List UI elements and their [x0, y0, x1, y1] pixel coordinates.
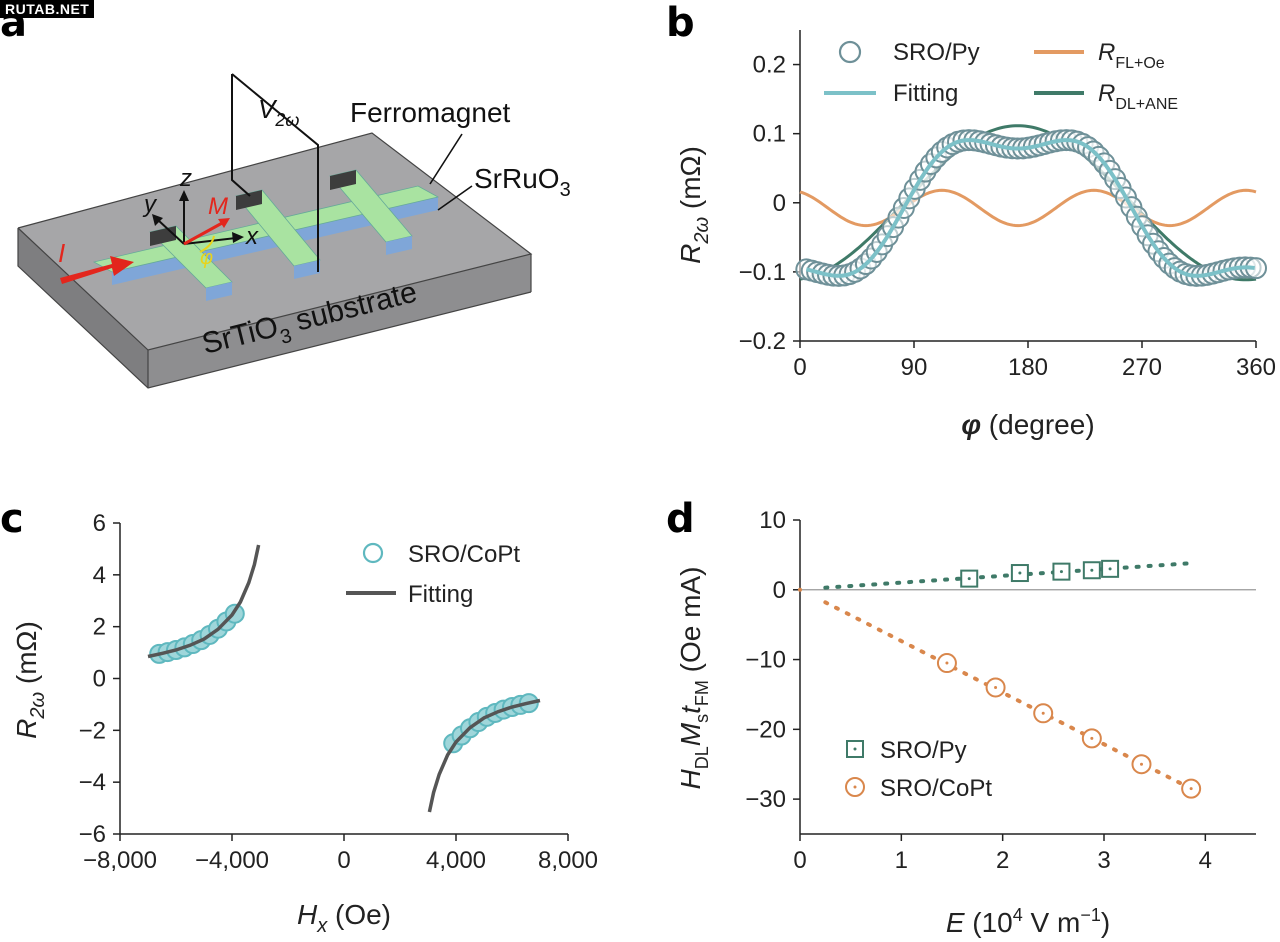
- legend-fitting-c: Fitting: [408, 581, 473, 608]
- panel-d-x-tick-label: 4: [1199, 847, 1212, 874]
- data-point-center: [1108, 567, 1112, 571]
- panel-b-y-tick-label: 0.2: [753, 52, 786, 79]
- data-point-center: [994, 685, 998, 689]
- panel-d-x-tick-label: 0: [793, 847, 806, 874]
- panel-d-chart: d 0 1 2 3 4 −30 −20 −10 0 10 HDLMstFM (Oe mA) E (…: [666, 496, 1256, 938]
- series-line-r-dl-ane: [799, 124, 1257, 282]
- panel-letter-b: b: [666, 0, 695, 46]
- panel-c-y-tick-label: 2: [93, 614, 106, 641]
- label-v2w: V2ω: [258, 94, 299, 130]
- panel-d-y-tick-label: −10: [745, 647, 786, 674]
- fit-line-sro-copt: [823, 600, 1194, 791]
- panel-b-y-tick-label: 0.1: [753, 121, 786, 148]
- data-point-center: [1018, 571, 1022, 575]
- panel-d-x-tick-label: 2: [996, 847, 1009, 874]
- data-point-center: [1059, 570, 1063, 574]
- legend-sro-copt-c: SRO/CoPt: [408, 541, 520, 568]
- substrate-front-face: [148, 254, 531, 388]
- panel-d-xlabel: E (104 V m−1): [946, 905, 1110, 938]
- panel-c-y-tick-label: 6: [93, 510, 106, 537]
- panel-b-x-tick-label: 360: [1236, 354, 1276, 381]
- panel-b-x-tick-label: 180: [1008, 354, 1048, 381]
- panel-c-x-tick-label: 4,000: [426, 847, 486, 874]
- watermark: RUTAB.NET: [0, 0, 95, 18]
- panel-letter-d: d: [666, 496, 695, 542]
- data-point-center: [1090, 736, 1094, 740]
- panel-c-x-tick-label: −4,000: [195, 847, 269, 874]
- data-point-center: [945, 661, 949, 665]
- substrate-left-face: [18, 228, 148, 388]
- fit-line-sro-py: [823, 561, 1193, 590]
- data-point-center: [1090, 568, 1094, 572]
- panel-c-y-tick-label: −6: [79, 821, 106, 848]
- panel-c-x-tick-label: 8,000: [538, 847, 598, 874]
- label-axis-x: x: [245, 223, 259, 250]
- legend-r-fl: RFL+Oe: [1098, 39, 1165, 72]
- legend-r-dl: RDL+ANE: [1098, 80, 1178, 113]
- data-point-center: [967, 577, 971, 581]
- panel-d-x-tick-label: 3: [1097, 847, 1110, 874]
- panel-b-y-tick-label: −0.1: [739, 259, 786, 286]
- panel-d-y-tick-label: −30: [745, 786, 786, 813]
- label-axis-z: z: [179, 165, 192, 192]
- series-line-r-fl-oe: [799, 188, 1257, 228]
- current-arrow-icon: [60, 256, 134, 284]
- panel-b-ylabel: R2ω (mΩ): [675, 146, 713, 264]
- label-axis-y: y: [142, 191, 158, 218]
- panel-c-ylabel: R2ω (mΩ): [11, 621, 49, 739]
- label-ferromagnet: Ferromagnet: [350, 97, 511, 128]
- panel-b-x-tick-label: 270: [1122, 354, 1162, 381]
- fitting-curve: [427, 698, 541, 813]
- panel-b-x-tick-label: 0: [793, 354, 806, 381]
- legend-sro-py: SRO/Py: [893, 39, 980, 66]
- panel-c-y-tick-label: 4: [93, 562, 106, 589]
- panel-c-y-tick-label: 0: [93, 666, 106, 693]
- data-point-center: [1139, 762, 1143, 766]
- panel-b-x-tick-label: 90: [901, 354, 928, 381]
- panel-b-xlabel: φ (degree): [961, 409, 1094, 440]
- panel-a-schematic: a V2ω Ferromagnet S: [0, 0, 571, 389]
- panel-b-chart: b 0 90 180 270 360 −0.2 −0.1 0 0.1 0.2 R2ω (mΩ) φ…: [666, 0, 1276, 440]
- panel-b-y-tick-label: 0: [773, 190, 786, 217]
- label-current: I: [58, 238, 65, 268]
- panel-b-legend: SRO/Py Fitting RFL+Oe RDL+ANE: [824, 39, 1178, 113]
- panel-c-xlabel: Hx (Oe): [297, 899, 391, 937]
- origin-point: [798, 587, 802, 592]
- label-angle: φ: [200, 247, 213, 269]
- fitting-curve: [147, 544, 261, 659]
- panel-b-y-tick-label: −0.2: [739, 328, 786, 355]
- data-point-center: [1041, 711, 1045, 715]
- panel-c-legend: SRO/CoPt Fitting: [346, 541, 520, 608]
- panel-d-x-tick-label: 1: [895, 847, 908, 874]
- panel-c-y-tick-label: −2: [79, 717, 106, 744]
- label-srruo3: SrRuO3: [474, 163, 571, 201]
- legend-fitting: Fitting: [893, 80, 958, 107]
- label-magnetization: M: [208, 193, 228, 220]
- legend-sro-py-d: SRO/Py: [880, 737, 967, 764]
- panel-letter-c: c: [0, 496, 24, 542]
- series-line-fitting: [805, 138, 1255, 278]
- panel-c-x-tick-label: 0: [337, 847, 350, 874]
- panel-d-y-tick-label: 0: [773, 577, 786, 604]
- panel-d-y-tick-label: 10: [759, 507, 786, 534]
- axes-icon: [152, 190, 244, 245]
- panel-c-chart: c −8,000 −4,000 0 4,000 8,000 −6 −4 −2 0 2 4 6 R2ω …: [0, 496, 598, 937]
- panel-d-ylabel: HDLMstFM (Oe mA): [675, 567, 712, 790]
- panel-c-y-tick-label: −4: [79, 769, 106, 796]
- legend-sro-copt-d: SRO/CoPt: [880, 775, 992, 802]
- panel-d-legend: SRO/Py SRO/CoPt: [845, 737, 992, 802]
- panel-c-x-tick-label: −8,000: [83, 847, 157, 874]
- panel-d-y-tick-label: −20: [745, 716, 786, 743]
- magnetization-arrow: [183, 220, 225, 246]
- data-point-center: [1189, 787, 1193, 791]
